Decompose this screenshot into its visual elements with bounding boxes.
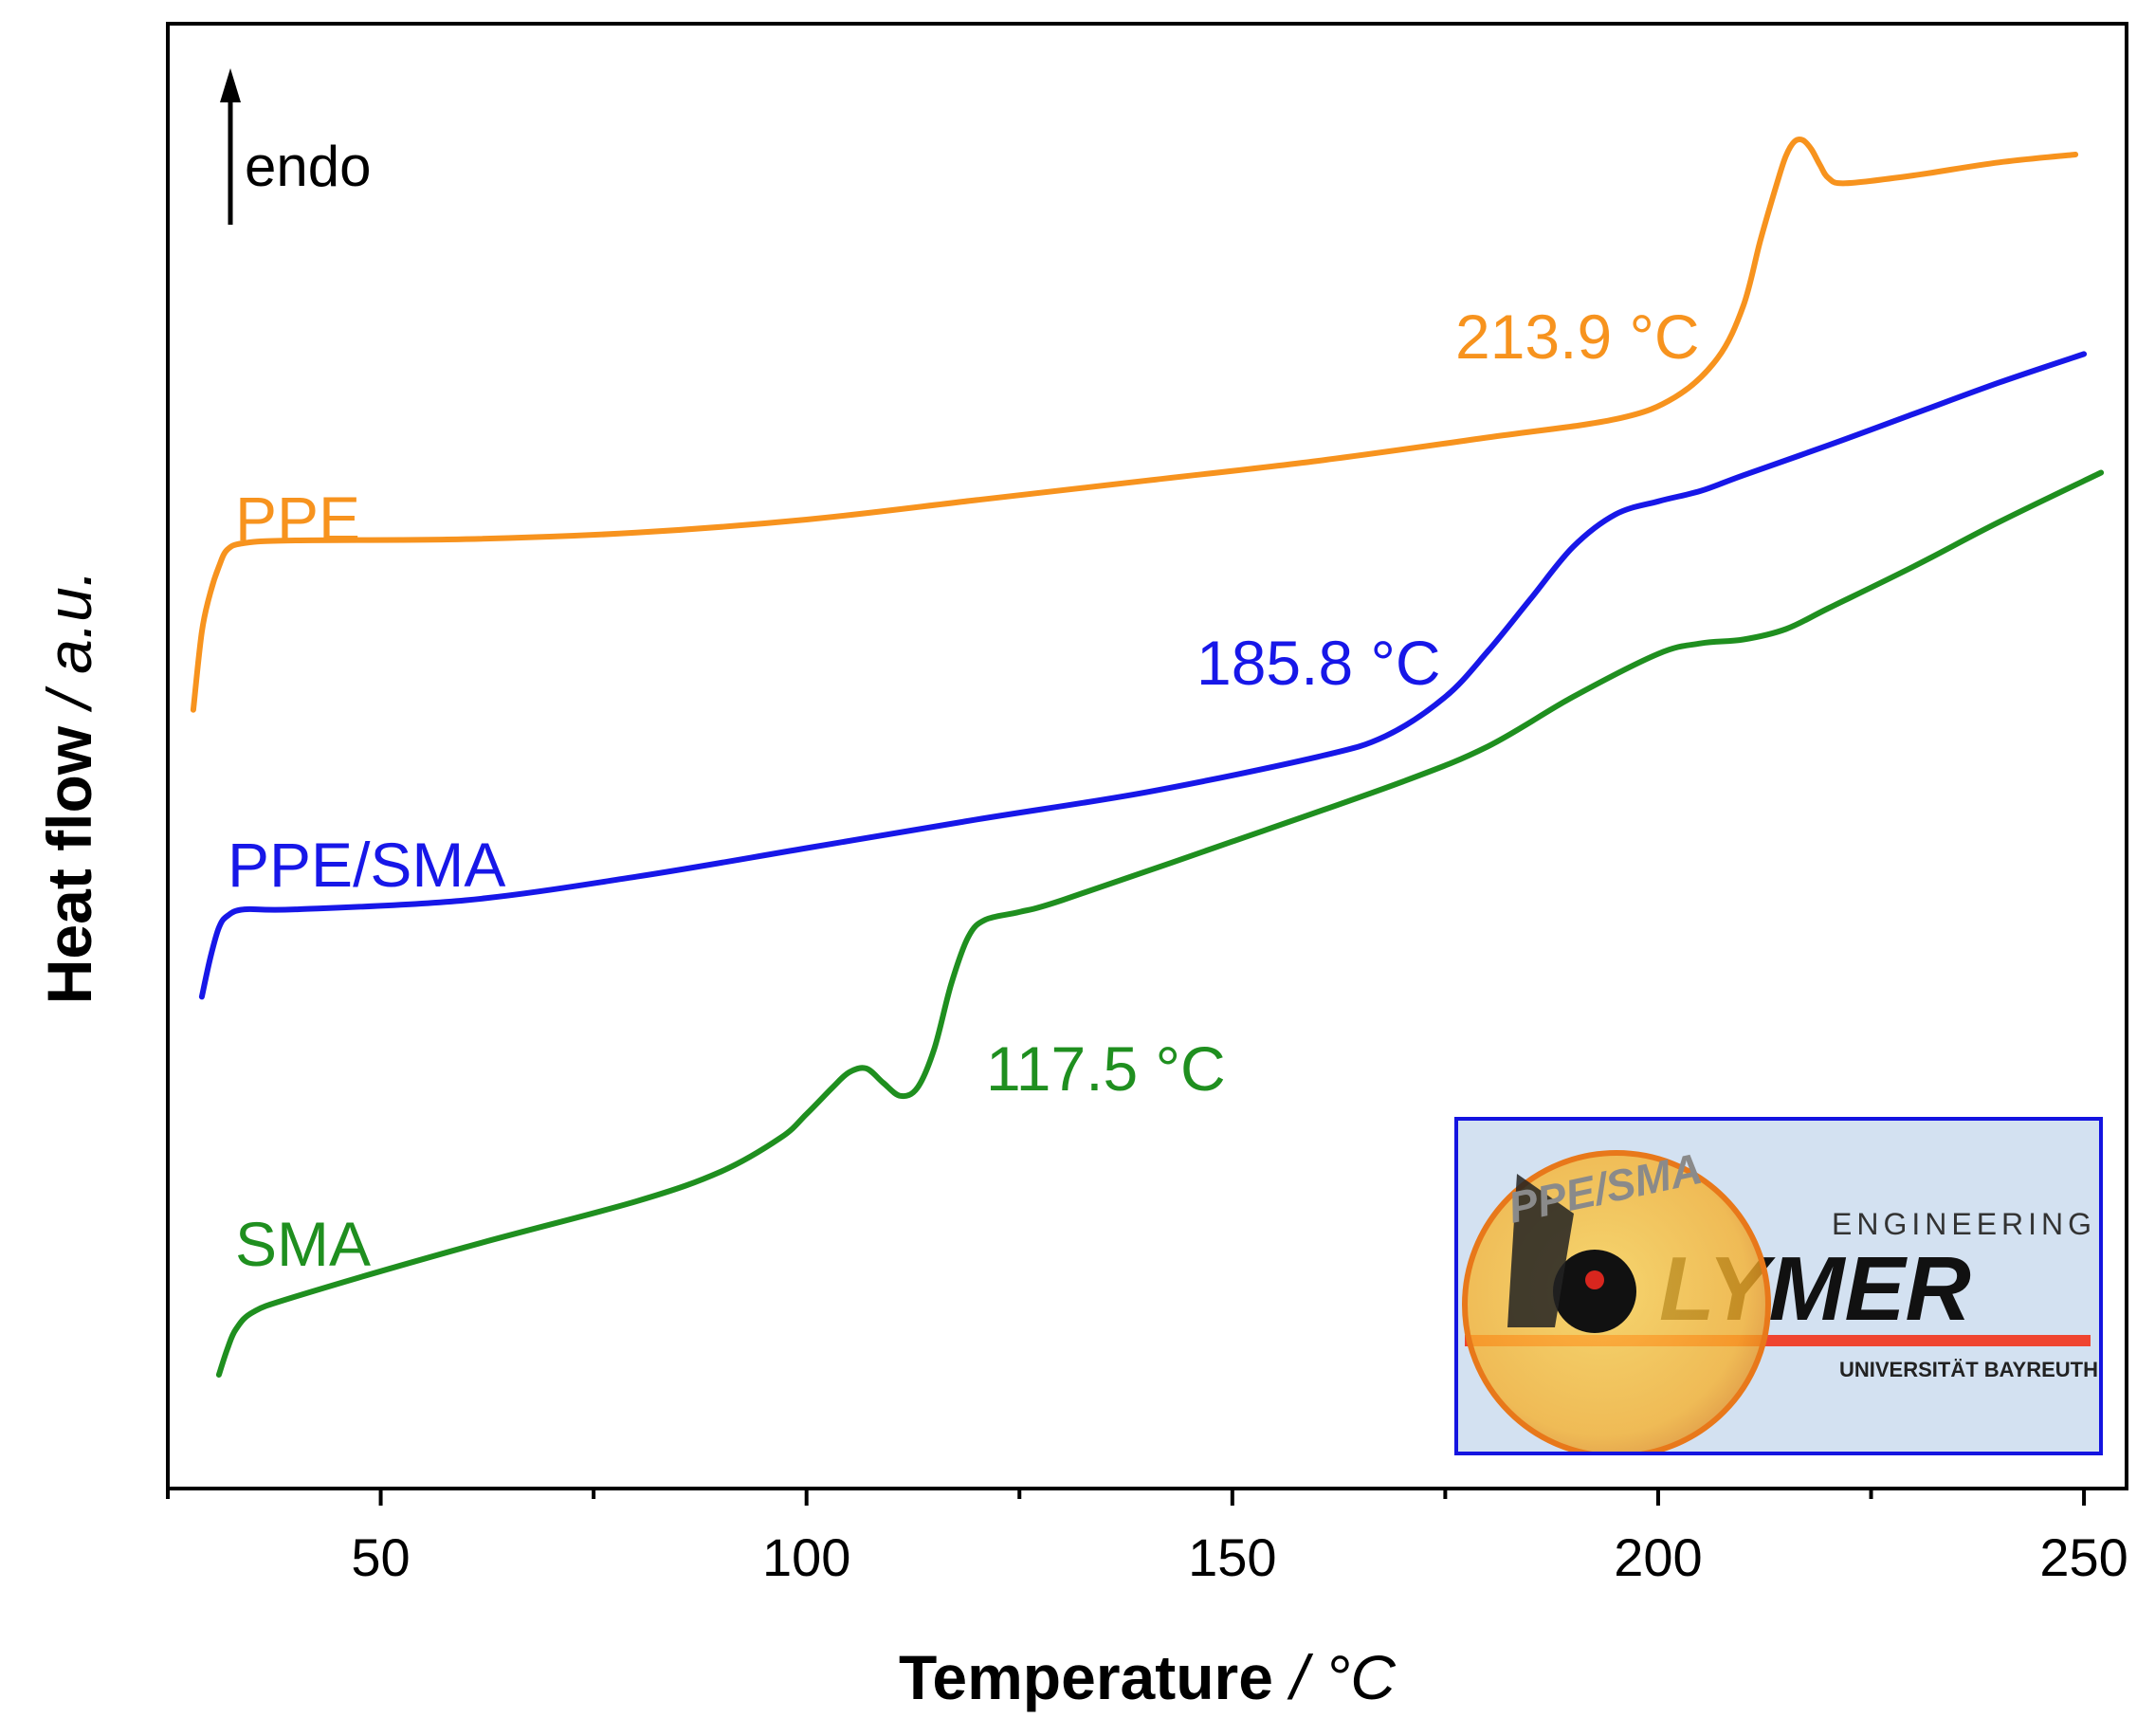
- inset-photo: ENGINEERING LYMER UNIVERSITÄT BAYREUTH P…: [1454, 1117, 2103, 1455]
- x-axis-title-bold: Temperature: [899, 1642, 1273, 1712]
- x-axis-title: Temperature / °C: [899, 1642, 1397, 1712]
- transition-label-sma: 117.5 °C: [986, 1033, 1226, 1104]
- endo-label: endo: [245, 135, 371, 198]
- inset-logo-o-dot: [1585, 1270, 1604, 1289]
- transition-label-ppe-sma: 185.8 °C: [1196, 628, 1441, 698]
- y-axis-title-unit: / a.u.: [34, 570, 104, 726]
- x-tick-label-200: 200: [1614, 1527, 1702, 1587]
- x-tick-label-100: 100: [762, 1527, 850, 1587]
- inset-logo-top: ENGINEERING: [1832, 1207, 2096, 1241]
- inset-logo-bottom: UNIVERSITÄT BAYREUTH: [1839, 1358, 2098, 1381]
- inset-logo-o: [1553, 1250, 1636, 1333]
- inset-logo-wedge: [1507, 1174, 1574, 1327]
- series-label-sma: SMA: [235, 1209, 371, 1279]
- x-tick-label-50: 50: [351, 1527, 410, 1587]
- y-axis-title-bold: Heat flow: [34, 725, 104, 1004]
- series-line-ppe-sma: [198, 351, 2088, 1000]
- series-label-ppe: PPE: [235, 484, 360, 554]
- endo-arrow-icon: [220, 68, 241, 225]
- series-line-sma: [215, 469, 2105, 1378]
- x-axis-title-unit: / °C: [1273, 1642, 1397, 1712]
- y-axis-title: Heat flow / a.u.: [34, 570, 104, 1004]
- transition-label-ppe: 213.9 °C: [1455, 302, 1700, 372]
- x-axis-tick-labels: 50 100 150 200 250: [351, 1527, 2128, 1587]
- series-group: [190, 136, 2105, 1378]
- x-axis-ticks: [166, 1489, 2087, 1506]
- x-tick-label-250: 250: [2039, 1527, 2128, 1587]
- x-tick-label-150: 150: [1188, 1527, 1276, 1587]
- series-label-ppe-sma: PPE/SMA: [228, 830, 505, 900]
- inset-frame: [1454, 1117, 2103, 1455]
- plot-frame: [166, 22, 2128, 1490]
- series-line-ppe: [190, 136, 2079, 713]
